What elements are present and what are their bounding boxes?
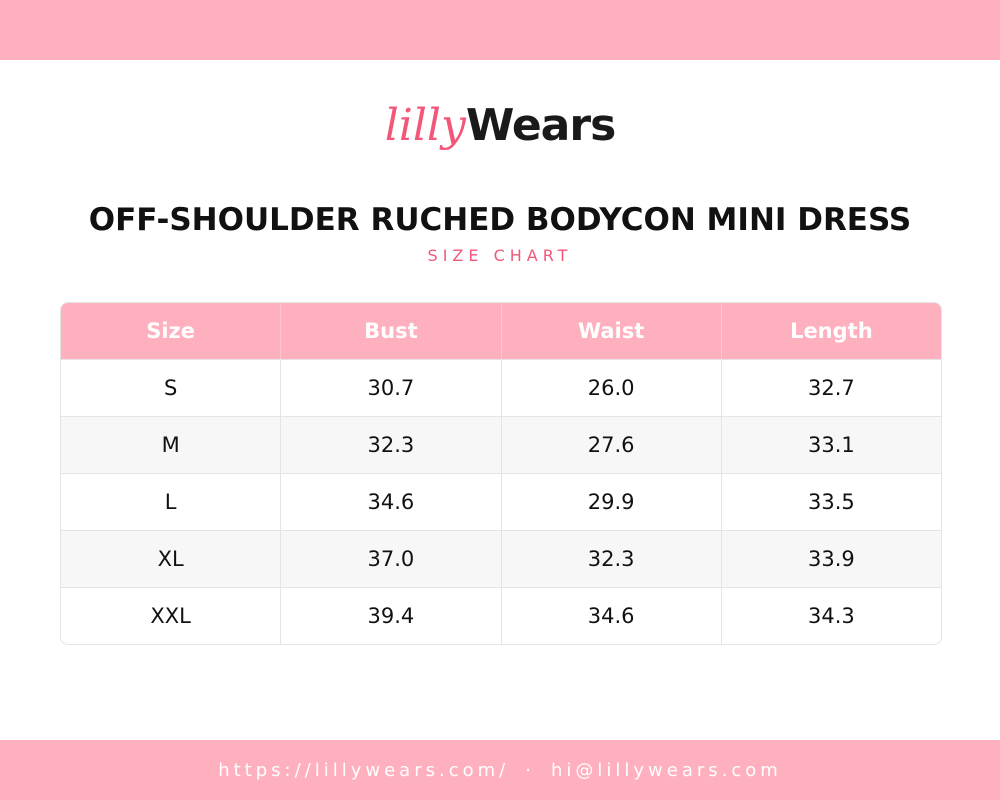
table-cell: 33.1 <box>720 417 941 473</box>
table-cell: 33.5 <box>720 474 941 530</box>
table-cell: XXL <box>150 604 191 628</box>
table-cell: 26.0 <box>500 360 721 416</box>
footer-email[interactable]: hi@lillywears.com <box>550 760 782 781</box>
logo-script: lilly <box>384 100 466 151</box>
table-cell: M <box>161 433 180 457</box>
table-cell: 37.0 <box>280 531 500 587</box>
table-cell: L <box>164 490 177 514</box>
table-cell: 32.3 <box>500 531 721 587</box>
table-row: M 32.3 27.6 33.1 <box>61 416 941 473</box>
size-table: Size Bust Waist Length S 30.7 26.0 32.7 M 32.3 27.… <box>60 302 942 645</box>
logo-word: Wears <box>465 100 616 151</box>
header-cell: Size <box>146 319 196 343</box>
footer: https://lillywears.com/ · hi@lillywears.co… <box>0 760 1000 781</box>
table-cell: 34.6 <box>500 588 721 644</box>
table-cell: XL <box>157 547 184 571</box>
table-cell: 33.9 <box>720 531 941 587</box>
table-cell: 30.7 <box>280 360 500 416</box>
table-row: XXL 39.4 34.6 34.3 <box>61 587 941 644</box>
table-cell: 27.6 <box>500 417 721 473</box>
header-cell: Length <box>720 303 941 359</box>
table-cell: 32.7 <box>720 360 941 416</box>
table-cell: 29.9 <box>500 474 721 530</box>
table-row: L 34.6 29.9 33.5 <box>61 473 941 530</box>
table-cell: S <box>163 376 178 400</box>
footer-separator: · <box>525 760 535 781</box>
header-cell: Bust <box>280 303 500 359</box>
subtitle: SIZE CHART <box>427 246 573 265</box>
table-row: S 30.7 26.0 32.7 <box>61 359 941 416</box>
bottom-bar <box>0 740 1000 800</box>
table-row: XL 37.0 32.3 33.9 <box>61 530 941 587</box>
title: OFF-SHOULDER RUCHED BODYCON MINI DRESS <box>88 202 912 238</box>
table-cell: 34.6 <box>280 474 500 530</box>
table-cell: 39.4 <box>280 588 500 644</box>
footer-url[interactable]: https://lillywears.com/ <box>218 760 510 781</box>
header-cell: Waist <box>500 303 721 359</box>
table-row: Size Bust Waist Length <box>61 303 941 359</box>
logo: lillyWears <box>0 100 1000 151</box>
table-cell: 32.3 <box>280 417 500 473</box>
top-bar <box>0 0 1000 60</box>
table-cell: 34.3 <box>720 588 941 644</box>
